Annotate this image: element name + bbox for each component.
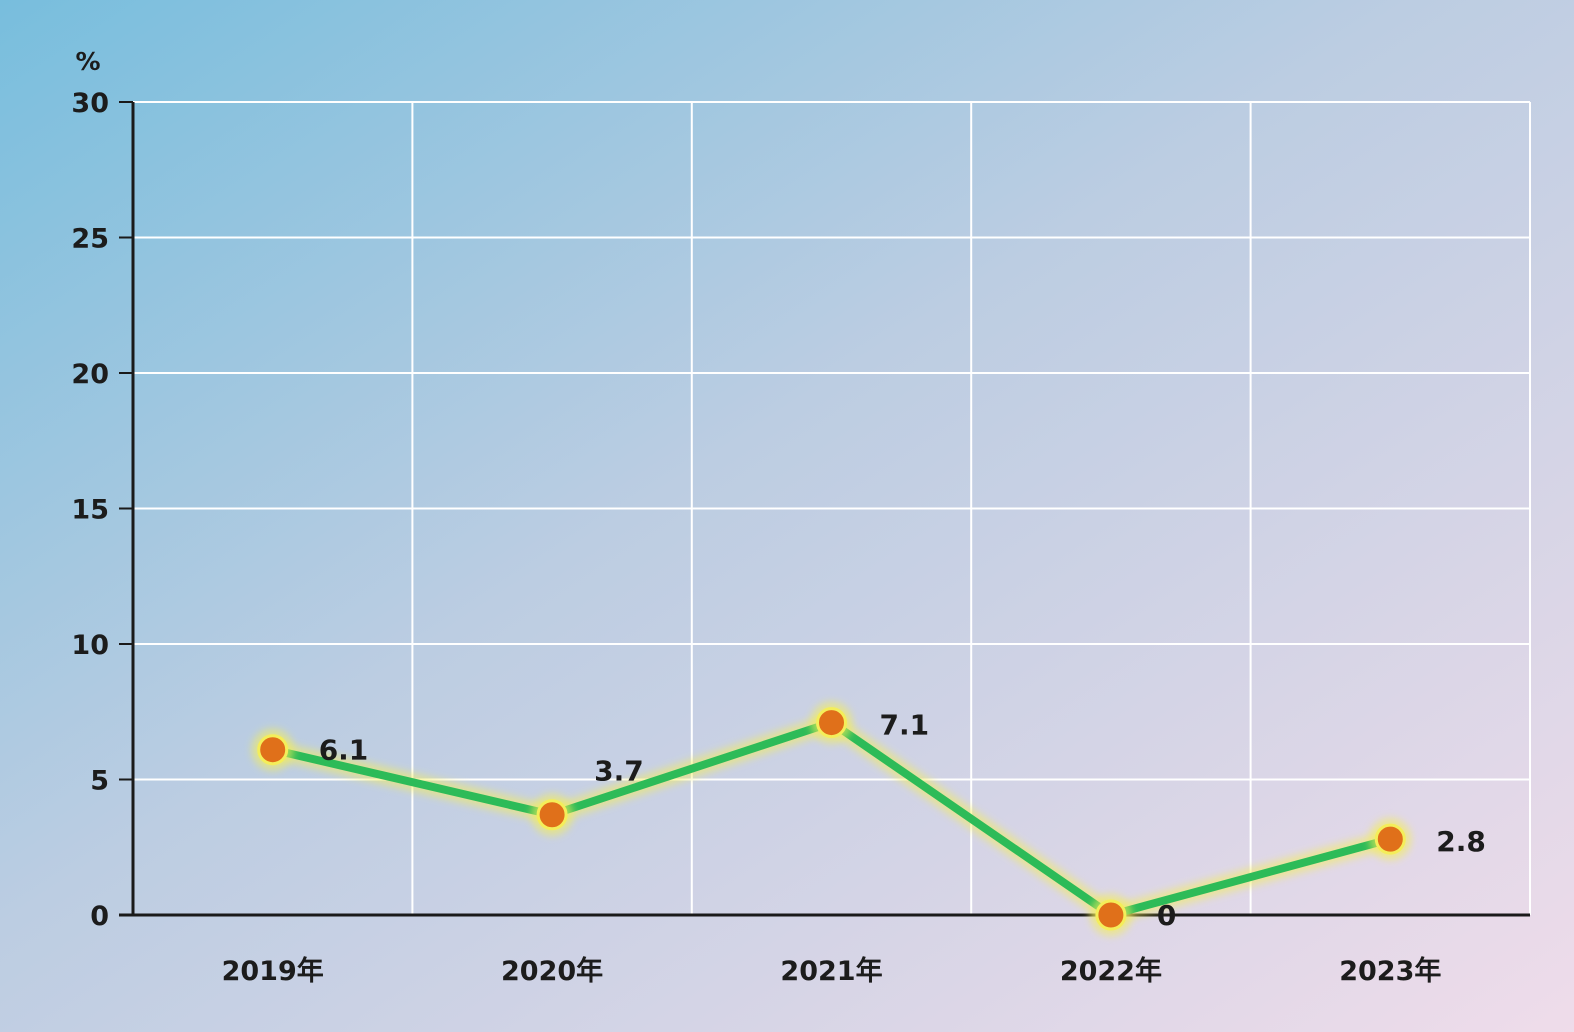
y-axis-unit-label: %	[75, 47, 100, 76]
data-point-4	[1374, 823, 1406, 855]
x-tick-label-1: 2020年	[501, 955, 603, 987]
data-point-2	[816, 707, 847, 739]
x-tick-label-4: 2023年	[1339, 955, 1441, 987]
x-tick-label-0: 2019年	[222, 955, 324, 987]
y-tick-label-10: 10	[71, 630, 109, 661]
data-point-1	[536, 799, 568, 831]
labels-layer: 0 5 10 15 20 25 30% 2019年 2020年 2021年 2022年 2023年 6.…	[71, 47, 1485, 987]
x-tick-label-2: 2021年	[780, 955, 882, 987]
axes	[119, 101, 1530, 917]
y-tick-label-20: 20	[71, 359, 109, 390]
data-label-0: 6.1	[319, 734, 369, 767]
y-tick-label-5: 5	[90, 766, 109, 797]
y-tick-label-0: 0	[90, 901, 109, 932]
x-tick-label-3: 2022年	[1060, 955, 1162, 987]
y-tick-label-15: 15	[71, 495, 109, 526]
data-point-0	[257, 734, 289, 766]
data-point-3	[1095, 899, 1127, 931]
y-tick-label-25: 25	[71, 224, 109, 255]
series-layer	[251, 701, 1412, 936]
data-label-1: 3.7	[594, 755, 644, 788]
data-label-4: 2.8	[1436, 825, 1486, 858]
data-label-3: 0	[1157, 899, 1176, 932]
grid	[133, 101, 1531, 915]
data-label-2: 7.1	[880, 709, 930, 742]
y-tick-label-30: 30	[71, 88, 109, 119]
